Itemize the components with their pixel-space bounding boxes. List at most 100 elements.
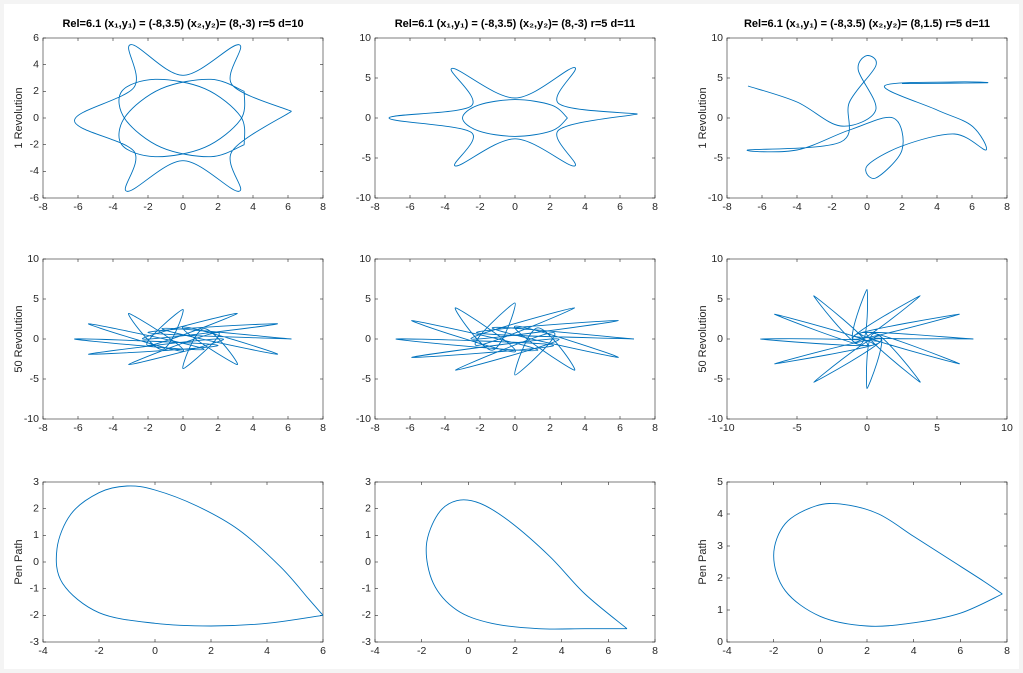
x-tick-label: 0 bbox=[864, 201, 870, 213]
y-axis-label: 50 Revolution bbox=[13, 305, 25, 372]
axes-box bbox=[374, 481, 656, 643]
y-tick-label: -10 bbox=[708, 192, 723, 204]
x-tick-label: 0 bbox=[512, 201, 518, 213]
y-tick-label: -6 bbox=[30, 192, 39, 204]
axes-box bbox=[42, 481, 324, 643]
x-tick-label: -8 bbox=[370, 201, 379, 213]
x-tick-label: 6 bbox=[320, 645, 326, 657]
y-tick-label: 3 bbox=[717, 540, 723, 552]
axes-box bbox=[42, 37, 324, 199]
x-tick-label: 2 bbox=[215, 422, 221, 434]
x-tick-label: 2 bbox=[899, 201, 905, 213]
x-tick-label: 6 bbox=[605, 645, 611, 657]
x-tick-label: 0 bbox=[465, 645, 471, 657]
x-tick-label: 4 bbox=[934, 201, 940, 213]
x-tick-label: -6 bbox=[73, 422, 82, 434]
x-tick-label: 0 bbox=[152, 645, 158, 657]
x-tick-label: 8 bbox=[320, 422, 326, 434]
y-tick-label: 5 bbox=[717, 476, 723, 488]
x-tick-label: 0 bbox=[512, 422, 518, 434]
y-axis-label: Pen Path bbox=[697, 539, 709, 584]
y-tick-label: -3 bbox=[362, 636, 371, 648]
y-tick-label: -5 bbox=[714, 373, 723, 385]
x-tick-label: -5 bbox=[792, 422, 801, 434]
x-tick-label: 4 bbox=[582, 422, 588, 434]
y-tick-label: 0 bbox=[365, 112, 371, 124]
y-tick-label: -10 bbox=[708, 413, 723, 425]
y-axis-label: 50 Revolution bbox=[697, 305, 709, 372]
x-tick-label: 8 bbox=[1004, 201, 1010, 213]
y-tick-label: 0 bbox=[717, 333, 723, 345]
y-tick-label: 2 bbox=[365, 502, 371, 514]
y-tick-label: 2 bbox=[33, 85, 39, 97]
x-tick-label: -4 bbox=[38, 645, 47, 657]
x-tick-label: 6 bbox=[617, 422, 623, 434]
y-tick-label: 3 bbox=[365, 476, 371, 488]
chart-title: Rel=6.1 (x₁,y₁) = (-8,3.5) (x₂,y₂)= (8,-… bbox=[395, 18, 636, 30]
y-tick-label: 0 bbox=[365, 556, 371, 568]
x-tick-label: 0 bbox=[864, 422, 870, 434]
y-tick-label: -3 bbox=[30, 636, 39, 648]
x-tick-label: -4 bbox=[370, 645, 379, 657]
y-tick-label: 2 bbox=[33, 502, 39, 514]
x-tick-label: 5 bbox=[934, 422, 940, 434]
x-tick-label: -2 bbox=[475, 422, 484, 434]
y-axis-label: 1 Revolution bbox=[13, 87, 25, 148]
y-tick-label: -10 bbox=[356, 413, 371, 425]
spiro-line bbox=[746, 55, 989, 179]
x-tick-label: 6 bbox=[285, 422, 291, 434]
y-tick-label: 10 bbox=[359, 253, 371, 265]
x-tick-label: 6 bbox=[285, 201, 291, 213]
y-tick-label: 0 bbox=[33, 333, 39, 345]
y-tick-label: 10 bbox=[27, 253, 39, 265]
x-tick-label: 6 bbox=[617, 201, 623, 213]
x-tick-label: 2 bbox=[864, 645, 870, 657]
axes-box bbox=[374, 37, 656, 199]
x-tick-label: -2 bbox=[417, 645, 426, 657]
y-tick-label: 0 bbox=[717, 112, 723, 124]
x-tick-label: -6 bbox=[405, 201, 414, 213]
y-tick-label: 5 bbox=[717, 72, 723, 84]
y-tick-label: 10 bbox=[359, 32, 371, 44]
x-tick-label: -8 bbox=[370, 422, 379, 434]
y-axis-label: Pen Path bbox=[13, 539, 25, 584]
spiro-line bbox=[425, 499, 628, 630]
y-tick-label: -1 bbox=[30, 582, 39, 594]
x-tick-label: -6 bbox=[73, 201, 82, 213]
axes-box bbox=[726, 37, 1008, 199]
x-tick-label: 6 bbox=[957, 645, 963, 657]
x-tick-label: -4 bbox=[722, 645, 731, 657]
x-tick-label: 6 bbox=[969, 201, 975, 213]
x-tick-label: -2 bbox=[94, 645, 103, 657]
x-tick-label: 4 bbox=[250, 201, 256, 213]
y-tick-label: 10 bbox=[711, 32, 723, 44]
y-tick-label: 5 bbox=[365, 72, 371, 84]
x-tick-label: 8 bbox=[1004, 645, 1010, 657]
x-tick-label: 8 bbox=[652, 422, 658, 434]
x-tick-label: -2 bbox=[143, 422, 152, 434]
x-tick-label: 8 bbox=[320, 201, 326, 213]
y-tick-label: -1 bbox=[362, 582, 371, 594]
x-tick-label: -6 bbox=[405, 422, 414, 434]
y-tick-label: -2 bbox=[30, 138, 39, 150]
spiro-line bbox=[74, 308, 292, 370]
x-tick-label: -4 bbox=[108, 422, 117, 434]
x-tick-label: 2 bbox=[547, 201, 553, 213]
x-tick-label: 0 bbox=[180, 422, 186, 434]
y-tick-label: -2 bbox=[30, 609, 39, 621]
y-axis-label: 1 Revolution bbox=[697, 87, 709, 148]
y-tick-label: 1 bbox=[33, 529, 39, 541]
y-tick-label: 5 bbox=[365, 293, 371, 305]
y-tick-label: 10 bbox=[711, 253, 723, 265]
y-tick-label: -10 bbox=[356, 192, 371, 204]
spiro-line bbox=[55, 485, 323, 627]
y-tick-label: 5 bbox=[33, 293, 39, 305]
x-tick-label: 4 bbox=[264, 645, 270, 657]
y-tick-label: -10 bbox=[24, 413, 39, 425]
x-tick-label: 8 bbox=[652, 645, 658, 657]
x-tick-label: -4 bbox=[108, 201, 117, 213]
x-tick-label: -6 bbox=[757, 201, 766, 213]
chart-title: Rel=6.1 (x₁,y₁) = (-8,3.5) (x₂,y₂)= (8,1… bbox=[744, 18, 990, 30]
x-tick-label: -10 bbox=[719, 422, 734, 434]
